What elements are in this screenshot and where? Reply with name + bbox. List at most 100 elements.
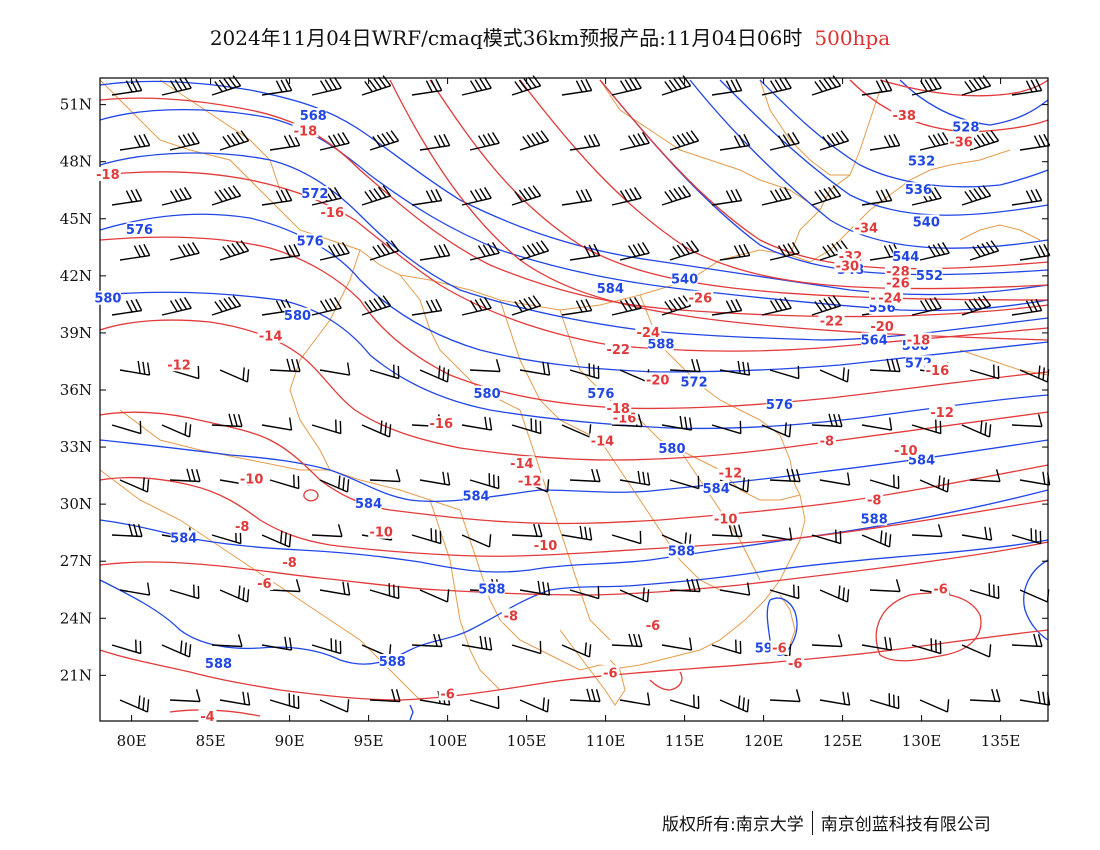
temperature-label-bg [770, 640, 789, 655]
geopotential-label: 584 [908, 453, 935, 468]
wind-barb [319, 242, 350, 261]
wind-barb [469, 359, 501, 373]
wind-barb [811, 295, 842, 316]
wind-barb [761, 77, 792, 96]
wind-barb [561, 298, 593, 316]
wind-barb [969, 688, 1001, 703]
geopotential-label-bg [658, 440, 685, 455]
wind-barb [169, 132, 200, 151]
geopotential-label-bg [355, 496, 382, 511]
wind-barb [769, 468, 801, 483]
wind-barb [869, 358, 901, 373]
geopotential-label-bg [766, 397, 793, 412]
temperature-label-bg [853, 220, 880, 235]
wind-barb [869, 474, 900, 490]
wind-barb [719, 133, 751, 151]
temperature-label: -12 [719, 467, 743, 482]
temperature-label-bg [687, 290, 714, 305]
wind-barb [911, 297, 942, 316]
wind-barb [1019, 589, 1050, 603]
geopotential-label: 528 [952, 120, 979, 135]
wind-barb [269, 133, 301, 151]
geopotential-label: 584 [703, 482, 730, 497]
wind-barb [111, 639, 142, 655]
wind-barb [369, 583, 400, 600]
temperature-labels: -18-18-16-14-12-10-8-8-6-4-16-14-12-10-1… [94, 108, 975, 725]
wind-barb [769, 242, 800, 261]
lat-tick-label: 27N [60, 552, 92, 570]
lat-tick-label: 42N [60, 267, 92, 285]
wind-barb [819, 130, 850, 151]
wind-barb [711, 188, 743, 206]
wind-barb [719, 243, 751, 261]
temperature-label-bg [712, 511, 739, 526]
wind-barb [819, 585, 850, 603]
wind-barb [361, 420, 392, 438]
wind-barb [869, 579, 901, 593]
wind-barb [1019, 133, 1051, 151]
wind-barb [511, 418, 542, 435]
geopotential-label-bg [597, 281, 624, 296]
map-frame [99, 77, 1049, 722]
temperature-label-bg [924, 362, 951, 377]
geopotential-label-bg [952, 119, 979, 134]
wind-barb [469, 132, 500, 151]
wind-barb [311, 297, 342, 316]
temperature-label: -18 [294, 124, 318, 139]
wind-barb [569, 243, 601, 261]
wind-barb [661, 637, 693, 651]
temperature-label: -6 [788, 657, 802, 672]
wind-barb [961, 526, 993, 541]
temperature-label-bg [166, 357, 192, 372]
lat-tick-label: 21N [60, 666, 92, 684]
wind-barb [919, 699, 950, 713]
geopotential-label-bg [913, 214, 940, 229]
wind-barb [219, 240, 250, 261]
wind-barb [369, 364, 400, 380]
wind-barb [461, 297, 492, 316]
wind-barb [619, 132, 650, 151]
wind-barb [269, 358, 301, 373]
temperature-label: -6 [933, 583, 947, 598]
temperature-label-bg [869, 319, 896, 334]
wind-barb [119, 360, 151, 376]
wind-barb [661, 415, 693, 431]
geopotential-label: 564 [861, 334, 888, 349]
geopotential-label-bg [205, 655, 232, 670]
wind-barb [161, 297, 192, 316]
geopotential-label: 576 [766, 398, 793, 413]
wind-barb [711, 78, 743, 96]
wind-barb [769, 689, 801, 703]
temperature-label: -8 [282, 556, 296, 571]
wind-barb [411, 78, 443, 96]
wind-barb [319, 132, 350, 151]
geopotential-label: 536 [905, 183, 932, 198]
geopotential-label: 556 [869, 301, 896, 316]
temperature-label: -30 [836, 259, 860, 274]
temperature-label: -6 [603, 666, 617, 681]
temperature-label-bg [516, 473, 543, 488]
temperature-label-bg [892, 442, 919, 457]
temperature-label: -8 [235, 520, 249, 535]
wind-barb [911, 524, 943, 538]
wind-barb [111, 188, 143, 206]
axis-labels: 80E 85E 90E 95E 100E 105E 110E 115E 120E 125E 130E… [60, 96, 1021, 750]
geopotential-label: 572 [301, 187, 328, 202]
wind-barb [211, 185, 242, 206]
geopotential-label-bg [905, 182, 932, 197]
wind-barb [369, 130, 400, 151]
wind-barb [861, 188, 893, 206]
wind-barb [961, 644, 992, 658]
geopotential-label-bg [916, 267, 943, 282]
temperature-label-bg [233, 518, 252, 533]
wind-barb [811, 413, 843, 428]
wind-barb [619, 692, 651, 706]
lon-tick-label: 100E [428, 732, 468, 750]
temperature-label-bg [94, 167, 121, 182]
temperature-label: -26 [886, 276, 910, 291]
wind-barb [661, 185, 692, 206]
wind-barb [261, 417, 293, 431]
geopotential-label: 552 [916, 269, 943, 284]
wind-barb [219, 130, 250, 151]
temperature-label: -16 [430, 417, 454, 432]
